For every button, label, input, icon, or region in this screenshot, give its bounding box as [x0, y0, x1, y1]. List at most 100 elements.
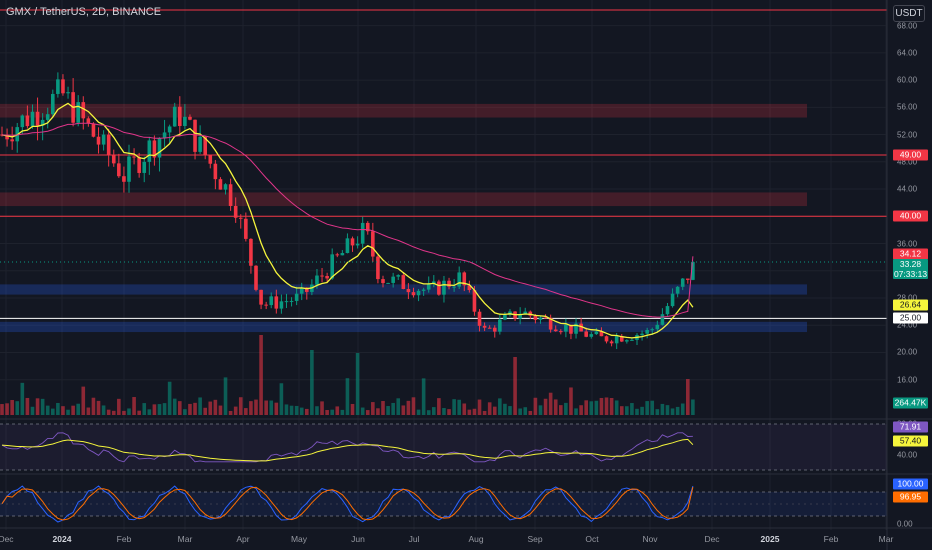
volume-bar — [56, 402, 60, 415]
candle-body — [630, 339, 634, 341]
price-tag-value: 96.95 — [899, 491, 922, 502]
volume-bar — [376, 408, 380, 415]
candle-body — [594, 331, 599, 335]
candle-body — [66, 92, 70, 94]
volume-bar — [167, 381, 172, 415]
volume-bar — [137, 410, 141, 415]
candle-body — [487, 327, 492, 329]
candles — [0, 72, 695, 350]
time-axis-label: Mar — [878, 534, 894, 544]
currency-button[interactable]: USDT — [893, 5, 925, 22]
volume-bar — [416, 409, 421, 415]
candle-body — [127, 156, 131, 182]
candle-body — [238, 217, 243, 219]
price-tag-value: 264.47K — [894, 397, 927, 408]
volume-bar — [345, 378, 350, 415]
candle-body — [228, 184, 233, 206]
price-tag-value: 71.91 — [899, 421, 922, 432]
price-tag-value: 25.00 — [899, 312, 922, 323]
volume-bar — [162, 403, 167, 415]
volume-bar — [447, 409, 451, 415]
volume-bar — [645, 401, 649, 415]
volume-bar — [61, 406, 65, 415]
candle-body — [51, 93, 55, 115]
candle-body — [498, 319, 502, 332]
candle-body — [345, 238, 350, 254]
volume-bar — [51, 408, 55, 415]
volume-bar — [569, 387, 573, 415]
candle-body — [340, 253, 345, 256]
volume-bar — [518, 408, 522, 415]
candle-body — [665, 306, 670, 315]
volume-bar — [432, 407, 436, 415]
candle-body — [132, 156, 136, 158]
ema-line — [1, 102, 694, 339]
volume-bar — [548, 392, 553, 415]
candle-body — [538, 317, 543, 320]
candle-body — [56, 79, 60, 94]
price-tag-value: 49.00 — [899, 149, 922, 160]
volume-bar — [594, 400, 599, 415]
candle-body — [305, 287, 309, 292]
supply-demand-zone — [0, 192, 807, 207]
indicator-axis-label: 40.00 — [897, 450, 918, 460]
volume-bar — [213, 399, 218, 415]
volume-bar — [142, 403, 147, 415]
candle-body — [396, 275, 401, 277]
volume-bar — [421, 378, 426, 415]
time-axis-label: May — [290, 534, 308, 544]
volume-bar — [477, 399, 482, 415]
candle-body — [416, 290, 421, 296]
volume-bar — [178, 401, 182, 415]
volume-bar — [381, 401, 385, 415]
price-tag-rsi: 71.91 — [893, 421, 928, 433]
volume-bar — [122, 410, 126, 415]
volume-bar — [117, 398, 121, 415]
time-axis-label: Jul — [408, 534, 420, 544]
volume-bar — [208, 401, 213, 415]
candle-body — [589, 334, 594, 337]
price-tag-value: 33.28 — [899, 259, 922, 270]
price-axis-label: 64.00 — [897, 48, 918, 58]
volume-bar — [589, 401, 594, 415]
volume-bar — [528, 410, 533, 415]
rsi-ma-line — [1, 438, 694, 462]
candle-body — [117, 163, 121, 177]
volume-bar — [350, 403, 355, 415]
volume-bar — [157, 404, 162, 415]
candle-body — [35, 111, 40, 126]
volume-bar — [183, 409, 187, 415]
volume-bar — [619, 406, 624, 415]
price-tag-level-40: 40.00 — [893, 210, 928, 222]
volume-bar — [467, 409, 472, 415]
candle-body — [142, 161, 147, 173]
candle-body — [30, 111, 35, 127]
time-axis-label: Sep — [527, 534, 543, 544]
volume-bar — [96, 400, 101, 415]
volume-bar — [492, 406, 497, 415]
volume-bar — [680, 403, 685, 415]
volume-bar — [660, 403, 665, 415]
volume-bar — [360, 407, 365, 415]
candle-body — [86, 118, 91, 124]
candle-body — [122, 176, 126, 182]
price-tag-level-49: 49.00 — [893, 149, 928, 161]
candle-body — [81, 102, 86, 119]
volume-bar — [244, 408, 248, 415]
candle-body — [406, 289, 411, 293]
volume-bar — [650, 400, 655, 415]
volume-bar — [86, 407, 91, 415]
volume-bar — [45, 405, 50, 415]
volume-bar — [284, 404, 289, 415]
time-axis-label: Dec — [704, 534, 720, 544]
time-axis-label: Feb — [823, 534, 839, 544]
volume-bar — [686, 379, 690, 415]
volume-bar — [665, 405, 670, 415]
candle-body — [401, 275, 406, 290]
candle-body — [5, 134, 9, 140]
price-axis-label: 48.00 — [897, 157, 918, 167]
volume-bar — [513, 357, 517, 415]
candle-body — [106, 134, 111, 156]
volume-bar — [20, 382, 25, 415]
